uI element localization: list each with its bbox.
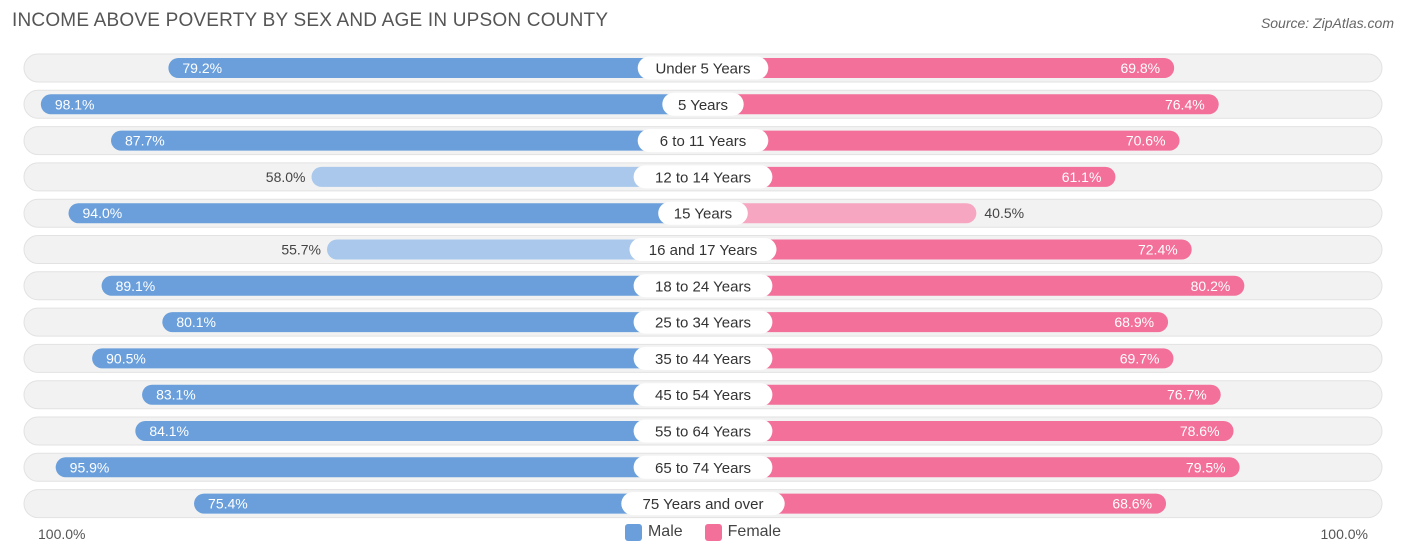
bar-male-5-years [40,94,703,115]
legend-swatch-female [704,523,722,541]
category-pill-45-to-54-years [633,383,773,407]
bar-male-6-to-11-years [111,130,703,151]
label-female-25-to-34-years: 68.9% [1114,314,1154,330]
bar-female-15-years [703,203,977,224]
bar-male-12-to-14-years [311,166,703,187]
bar-female-45-to-54-years [703,384,1221,405]
label-male-15-years: 94.0% [83,205,123,221]
category-pill-75-years-and-over [621,492,785,516]
bar-female-55-to-64-years [703,421,1234,441]
label-female-45-to-54-years: 76.7% [1167,387,1207,403]
label-male-5-years: 98.1% [55,96,95,112]
category-label-25-to-34-years: 25 to 34 Years [655,315,751,332]
label-female-6-to-11-years: 70.6% [1126,133,1166,149]
category-label-55-to-64-years: 55 to 64 Years [655,424,751,441]
label-male-35-to-44-years: 90.5% [106,350,146,366]
legend-item-female: Female [704,523,782,541]
category-label-5-years: 5 Years [678,97,728,114]
bar-male-25-to-34-years [162,312,703,333]
category-label-under-5-years: Under 5 Years [655,61,750,78]
diverging-bar-chart: 79.2% 69.8% Under 5 Years 98.1% 76.4% 5 Years… [23,53,1383,519]
bar-male-15-years [68,203,703,224]
bar-male-35-to-44-years [92,348,703,369]
bar-female-75-years-and-over [703,493,1167,514]
label-male-25-to-34-years: 80.1% [176,314,216,330]
label-male-55-to-64-years: 84.1% [149,423,189,439]
label-male-12-to-14-years: 58.0% [266,169,306,185]
label-female-75-years-and-over: 68.6% [1112,496,1152,512]
axis-left-label: 100.0% [38,526,86,542]
category-label-45-to-54-years: 45 to 54 Years [655,387,751,404]
bar-male-75-years-and-over [194,493,704,514]
category-pill-55-to-64-years [633,419,773,443]
legend-label-female: Female [727,523,782,540]
category-label-18-to-24-years: 18 to 24 Years [655,278,751,295]
label-female-under-5-years: 69.8% [1120,60,1160,76]
category-pill-12-to-14-years [633,165,773,189]
bar-male-65-to-74-years [55,457,704,478]
axis-right-label: 100.0% [1320,526,1368,542]
category-pill-6-to-11-years [637,129,769,153]
category-pill-35-to-44-years [633,346,773,370]
legend-item-male: Male [624,523,683,541]
bar-female-35-to-44-years [703,348,1174,369]
category-label-6-to-11-years: 6 to 11 Years [660,133,746,150]
category-pill-15-years [658,201,748,225]
category-pill-under-5-years [637,56,769,80]
label-female-5-years: 76.4% [1165,96,1205,112]
bar-female-16-and-17-years [703,239,1192,260]
category-label-35-to-44-years: 35 to 44 Years [655,351,751,368]
bar-female-25-to-34-years [703,312,1169,333]
label-female-18-to-24-years: 80.2% [1191,278,1231,294]
bar-female-12-to-14-years [703,166,1116,187]
label-male-under-5-years: 79.2% [182,60,222,76]
bar-male-45-to-54-years [142,384,703,405]
category-pill-18-to-24-years [633,274,773,298]
label-female-55-to-64-years: 78.6% [1180,423,1220,439]
label-male-75-years-and-over: 75.4% [208,496,248,512]
bar-male-18-to-24-years [101,275,703,296]
label-male-65-to-74-years: 95.9% [70,459,110,475]
bar-male-55-to-64-years [135,421,703,441]
category-pill-25-to-34-years [633,310,773,334]
category-pill-16-and-17-years [629,238,777,261]
label-female-15-years: 40.5% [984,205,1024,221]
category-label-15-years: 15 Years [674,206,732,223]
chart-source: Source: ZipAtlas.com [1260,15,1394,31]
category-pill-65-to-74-years [633,455,773,479]
label-female-35-to-44-years: 69.7% [1120,350,1160,366]
bar-female-under-5-years [703,58,1175,78]
bar-female-5-years [703,94,1219,115]
bar-female-65-to-74-years [703,457,1240,478]
category-label-75-years-and-over: 75 Years and over [643,496,764,513]
category-label-12-to-14-years: 12 to 14 Years [655,169,751,186]
bar-male-16-and-17-years [327,239,703,260]
legend-swatch-male [624,523,642,541]
label-female-65-to-74-years: 79.5% [1186,459,1226,475]
category-label-65-to-74-years: 65 to 74 Years [655,460,751,477]
bar-female-18-to-24-years [703,275,1245,296]
bar-female-6-to-11-years [703,130,1180,151]
label-female-12-to-14-years: 61.1% [1062,169,1102,185]
bar-male-under-5-years [168,58,703,78]
category-label-16-and-17-years: 16 and 17 Years [649,242,757,259]
category-pill-5-years [662,92,744,116]
legend: Male Female [0,523,1406,541]
label-male-18-to-24-years: 89.1% [116,278,156,294]
legend-label-male: Male [647,523,683,540]
chart-title: INCOME ABOVE POVERTY BY SEX AND AGE IN U… [12,10,609,31]
label-male-16-and-17-years: 55.7% [281,242,321,258]
label-male-45-to-54-years: 83.1% [156,387,196,403]
label-female-16-and-17-years: 72.4% [1138,242,1178,258]
label-male-6-to-11-years: 87.7% [125,133,165,149]
